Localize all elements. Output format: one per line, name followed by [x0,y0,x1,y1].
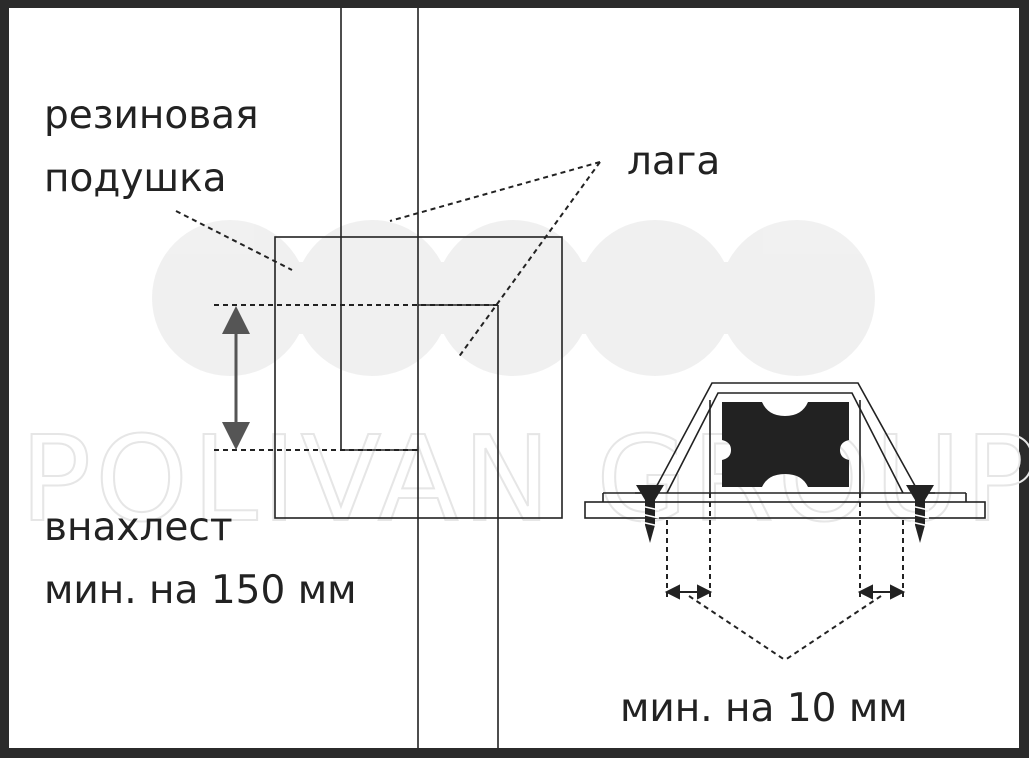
rubber-pad-label-line1: резиновая [44,93,259,138]
joist-overlap-view [274,8,563,748]
screw-left-icon [636,485,664,543]
leader-lines [175,161,601,359]
rubber-pad-label-line2: подушка [44,156,227,201]
min-10-guides [666,493,904,661]
screw-right-icon [906,485,934,543]
overlap-dimension-arrow [222,306,250,450]
watermark-logo-circles [152,220,875,376]
overlap-label-line2: мин. на 150 мм [44,568,357,613]
overlap-guides [214,304,498,451]
min-10-label: мин. на 10 мм [620,686,908,731]
joist-label: лага [627,139,720,184]
overlap-label-line1: внахлест [44,505,233,550]
min-10-arrows [664,584,906,600]
rubber-profile [722,402,849,487]
